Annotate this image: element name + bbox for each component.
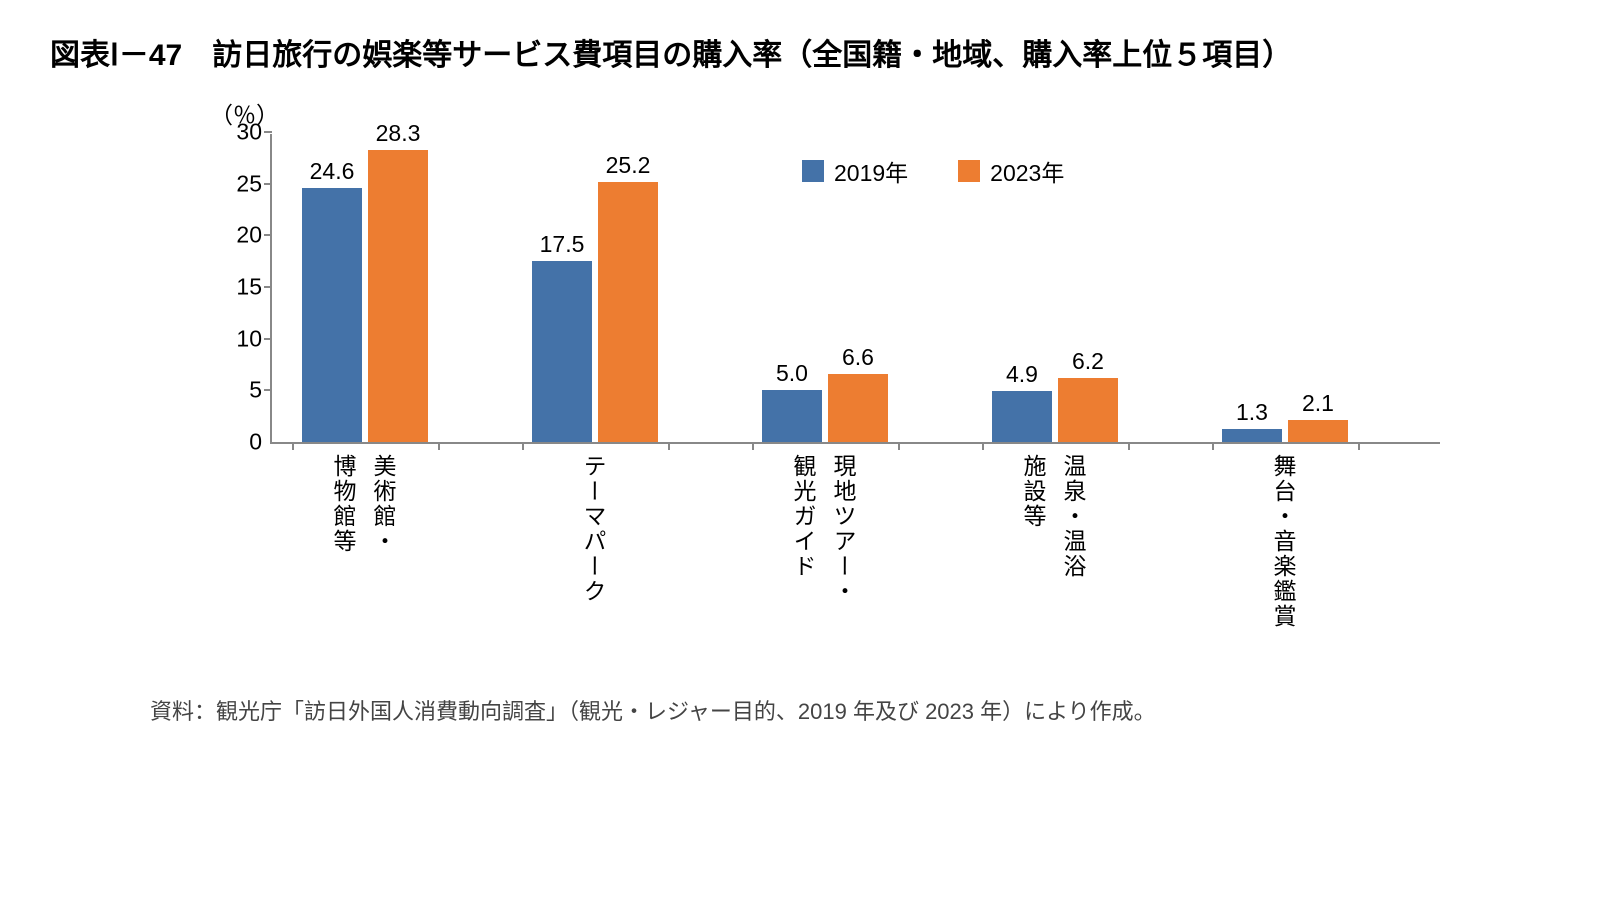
legend-item: 2019年 [802, 154, 908, 188]
category-label-line: 舞台・音楽鑑賞 [1266, 454, 1300, 629]
y-tick-label: 30 [222, 119, 262, 146]
legend-label: 2019年 [834, 154, 908, 188]
y-tick-label: 25 [222, 170, 262, 197]
legend-swatch [958, 160, 980, 182]
bar-value-label: 2.1 [1288, 390, 1348, 417]
bar-value-label: 24.6 [302, 158, 362, 185]
bar-value-label: 28.3 [368, 120, 428, 147]
y-tick-mark [264, 183, 272, 185]
bar: 6.2 [1058, 378, 1118, 442]
category-label-line: 観光ガイド [786, 454, 820, 604]
y-tick-label: 15 [222, 274, 262, 301]
y-tick-mark [264, 338, 272, 340]
category-label-line: 博物館等 [326, 454, 360, 554]
category-label-line: テーマパーク [576, 454, 610, 604]
bar: 4.9 [992, 391, 1052, 442]
y-tick-label: 5 [222, 377, 262, 404]
category-label: 施設等温泉・温浴 [990, 454, 1116, 579]
y-tick-label: 0 [222, 429, 262, 456]
category-label-line: 現地ツアー・ [826, 454, 860, 604]
y-tick-label: 20 [222, 222, 262, 249]
bar: 28.3 [368, 150, 428, 442]
bar-value-label: 25.2 [598, 152, 658, 179]
bar-value-label: 6.2 [1058, 348, 1118, 375]
bar-value-label: 6.6 [828, 344, 888, 371]
legend: 2019年 2023年 [802, 154, 1064, 188]
bar: 2.1 [1288, 420, 1348, 442]
chart-container: （％） 2019年2023年 05101520253024.628.317.52… [220, 134, 1440, 674]
category-label-line: 施設等 [1016, 454, 1050, 579]
bar-value-label: 5.0 [762, 360, 822, 387]
bar: 5.0 [762, 390, 822, 442]
category-label-line: 温泉・温浴 [1056, 454, 1090, 579]
category-label: テーマパーク [530, 454, 656, 604]
bar: 6.6 [828, 374, 888, 442]
bar-value-label: 17.5 [532, 231, 592, 258]
y-tick-mark [264, 131, 272, 133]
category-label: 観光ガイド現地ツアー・ [760, 454, 886, 604]
y-tick-label: 10 [222, 325, 262, 352]
category-label: 舞台・音楽鑑賞 [1220, 454, 1346, 629]
x-axis-labels: 博物館等美術館・テーマパーク観光ガイド現地ツアー・施設等温泉・温浴舞台・音楽鑑賞 [270, 444, 1440, 674]
plot-area: 2019年2023年 05101520253024.628.317.525.25… [270, 134, 1440, 444]
bar-value-label: 1.3 [1222, 399, 1282, 426]
y-tick-mark [264, 389, 272, 391]
legend-item: 2023年 [958, 154, 1064, 188]
category-label-line: 美術館・ [366, 454, 400, 554]
legend-swatch [802, 160, 824, 182]
legend-label: 2023年 [990, 154, 1064, 188]
y-tick-mark [264, 234, 272, 236]
chart-title: 図表Ⅰ－47 訪日旅行の娯楽等サービス費項目の購入率（全国籍・地域、購入率上位５… [50, 30, 1550, 74]
bar: 17.5 [532, 261, 592, 442]
source-citation: 資料：観光庁「訪日外国人消費動向調査」（観光・レジャー目的、2019 年及び 2… [150, 694, 1550, 726]
y-tick-mark [264, 286, 272, 288]
category-label: 博物館等美術館・ [300, 454, 426, 554]
bar: 1.3 [1222, 429, 1282, 442]
bar-value-label: 4.9 [992, 361, 1052, 388]
bar: 25.2 [598, 182, 658, 442]
bar: 24.6 [302, 188, 362, 442]
